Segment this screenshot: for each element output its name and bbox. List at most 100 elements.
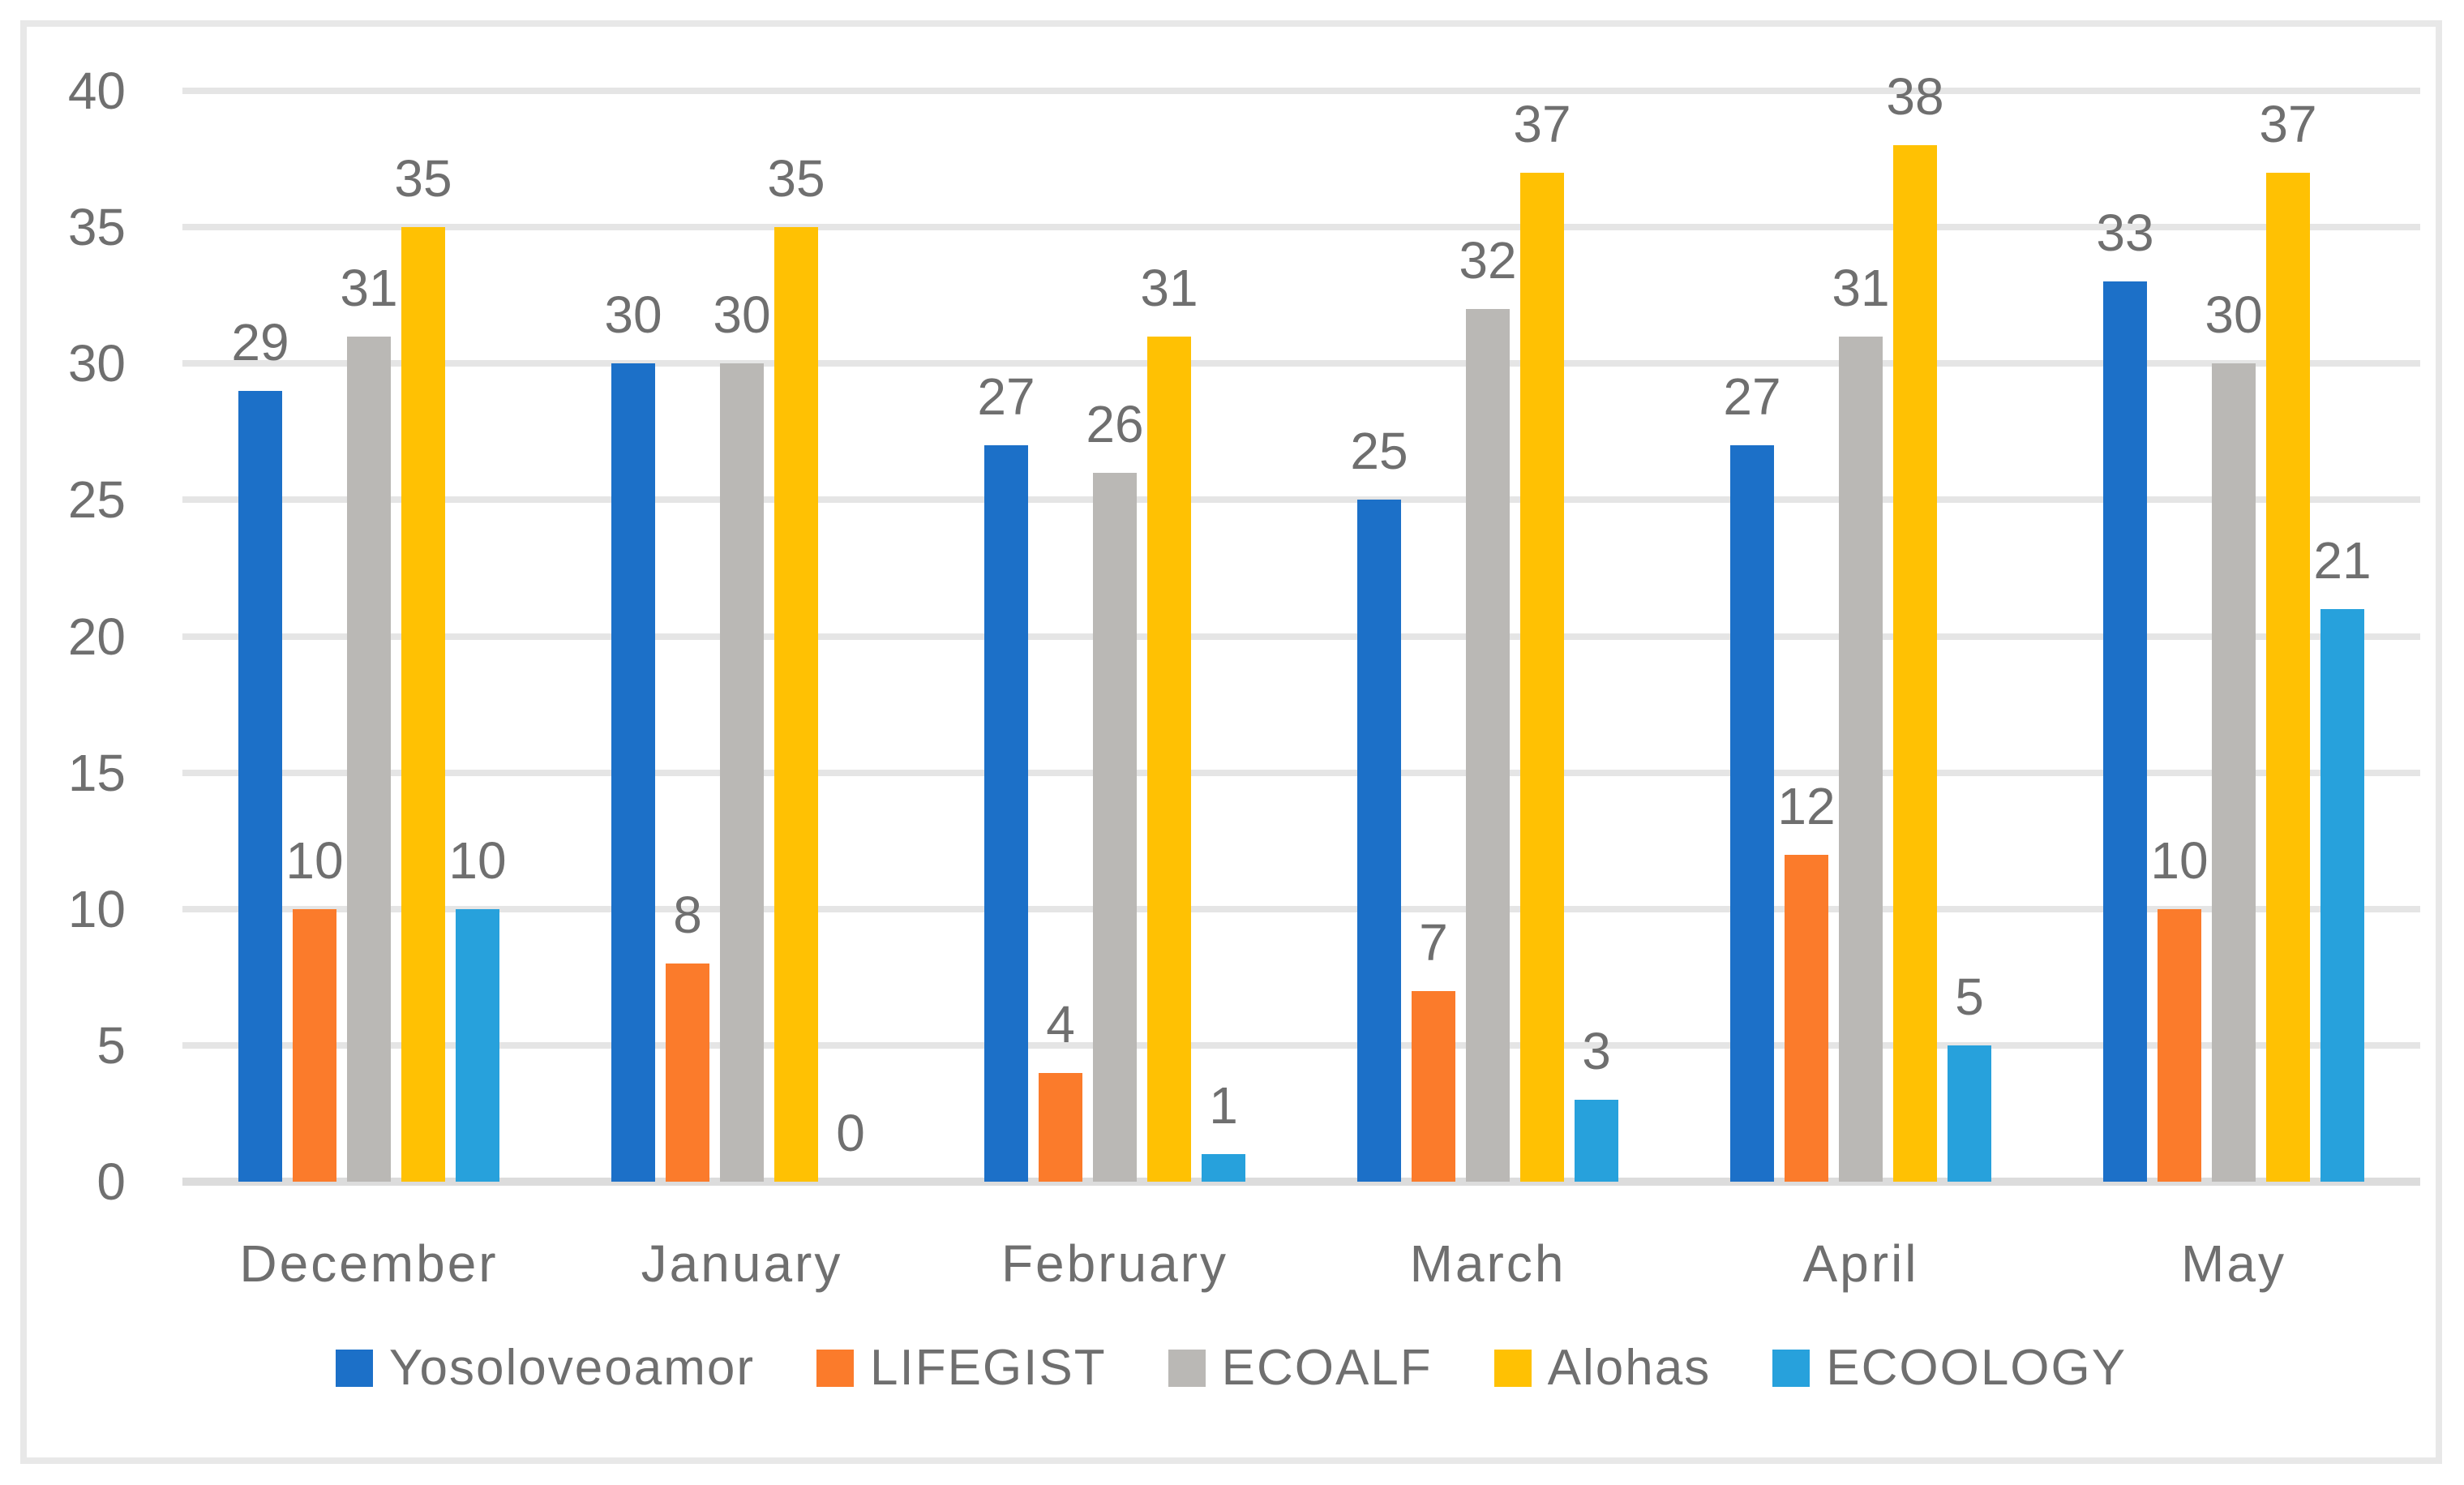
- bar-yosoloveoamor-february[interactable]: 27: [977, 371, 1035, 1182]
- legend-swatch-ecoology: [1772, 1349, 1811, 1387]
- legend-label-lifegist: LIFEGIST: [869, 1340, 1107, 1396]
- data-label-ecoalf-february: 26: [1086, 394, 1144, 453]
- x-label-march: March: [1409, 1234, 1566, 1293]
- x-axis-line: [182, 1178, 2420, 1186]
- bar-group-january: 30 8 30 35 0: [555, 91, 928, 1182]
- legend-label-yosoloveoamor: Yosoloveoamor: [388, 1340, 755, 1396]
- bar-alohas-february[interactable]: 31: [1140, 262, 1198, 1182]
- data-label-yosoloveoamor-february: 27: [977, 367, 1035, 427]
- data-label-lifegist-january: 8: [673, 886, 702, 944]
- plot-area: 29 10 31 35 10 30 8 30 35 0 27 4 26 31 1 25 7 32 37 3 27 12 31…: [182, 71, 2420, 1186]
- x-label-april: April: [1802, 1234, 1919, 1293]
- bar-ecoalf-february[interactable]: 26: [1086, 398, 1144, 1182]
- bar-alohas-march[interactable]: 37: [1513, 98, 1571, 1182]
- x-axis: December January February March April May: [182, 1234, 2420, 1294]
- data-label-alohas-may: 37: [2259, 94, 2317, 153]
- gridline-30: [182, 360, 2420, 367]
- data-label-ecoalf-march: 32: [1459, 231, 1517, 290]
- y-tick-label-20: 20: [67, 607, 126, 666]
- bar-group-march: 25 7 32 37 3: [1301, 91, 1674, 1182]
- y-tick-label-15: 15: [67, 743, 126, 802]
- bar-alohas-april[interactable]: 38: [1886, 71, 1944, 1182]
- bar-ecoalf-march[interactable]: 32: [1459, 234, 1517, 1182]
- bar-lifegist-december[interactable]: 10: [285, 835, 344, 1182]
- legend-item-ecoalf[interactable]: ECOALF: [1168, 1339, 1433, 1397]
- data-label-alohas-march: 37: [1513, 94, 1571, 153]
- data-label-ecoology-april: 5: [1955, 967, 1984, 1026]
- data-label-lifegist-april: 12: [1777, 776, 1836, 835]
- bar-lifegist-may[interactable]: 10: [2150, 835, 2209, 1182]
- bar-alohas-january[interactable]: 35: [767, 152, 825, 1182]
- data-label-lifegist-march: 7: [1419, 912, 1448, 972]
- legend-swatch-ecoalf: [1168, 1349, 1206, 1387]
- chart-frame: 0 5 10 15 20 25 30 35 40 29 10 31 35 10 30 8 30 35 0 27 4 26…: [20, 20, 2442, 1464]
- bar-ecoology-february[interactable]: 1: [1202, 1079, 1245, 1182]
- legend-item-lifegist[interactable]: LIFEGIST: [816, 1339, 1107, 1397]
- bar-ecoalf-january[interactable]: 30: [713, 289, 771, 1182]
- x-label-january: January: [641, 1234, 843, 1293]
- bar-ecoology-march[interactable]: 3: [1575, 1025, 1618, 1182]
- data-label-alohas-january: 35: [767, 149, 825, 208]
- bar-group-february: 27 4 26 31 1: [928, 91, 1301, 1182]
- bar-ecoalf-april[interactable]: 31: [1832, 262, 1890, 1182]
- legend-swatch-lifegist: [816, 1349, 854, 1387]
- y-tick-label-10: 10: [67, 879, 126, 938]
- data-label-lifegist-february: 4: [1046, 994, 1075, 1054]
- data-label-ecoalf-may: 30: [2205, 285, 2263, 345]
- bar-alohas-may[interactable]: 37: [2259, 98, 2317, 1182]
- y-axis: 0 5 10 15 20 25 30 35 40: [27, 65, 126, 1208]
- data-label-yosoloveoamor-may: 33: [2096, 204, 2154, 263]
- bar-yosoloveoamor-january[interactable]: 30: [604, 289, 662, 1182]
- bar-ecoology-april[interactable]: 5: [1948, 971, 1991, 1182]
- legend-swatch-alohas: [1493, 1349, 1532, 1387]
- bar-ecoalf-december[interactable]: 31: [340, 262, 398, 1182]
- bar-ecoology-december[interactable]: 10: [448, 835, 507, 1182]
- bar-alohas-december[interactable]: 35: [394, 152, 452, 1182]
- data-label-yosoloveoamor-april: 27: [1723, 367, 1781, 427]
- y-tick-label-0: 0: [96, 1152, 126, 1211]
- bar-lifegist-february[interactable]: 4: [1039, 998, 1082, 1182]
- data-label-ecoology-january: 0: [836, 1104, 865, 1162]
- x-label-february: February: [1001, 1234, 1229, 1293]
- y-tick-label-40: 40: [67, 62, 126, 120]
- y-tick-label-30: 30: [67, 334, 126, 393]
- bar-lifegist-january[interactable]: 8: [666, 889, 709, 1182]
- legend-item-alohas[interactable]: Alohas: [1493, 1339, 1712, 1397]
- y-tick-label-25: 25: [67, 470, 126, 530]
- bar-yosoloveoamor-march[interactable]: 25: [1350, 425, 1408, 1182]
- gridline-25: [182, 496, 2420, 504]
- legend-label-alohas: Alohas: [1547, 1340, 1712, 1396]
- bar-yosoloveoamor-may[interactable]: 33: [2096, 207, 2154, 1182]
- bar-yosoloveoamor-april[interactable]: 27: [1723, 371, 1781, 1182]
- data-label-ecoology-december: 10: [448, 830, 507, 890]
- data-label-yosoloveoamor-december: 29: [231, 312, 289, 371]
- x-label-may: May: [2181, 1234, 2286, 1293]
- gridline-35: [182, 224, 2420, 231]
- data-label-yosoloveoamor-january: 30: [604, 285, 662, 345]
- gridline-40: [182, 88, 2420, 94]
- bar-ecoalf-may[interactable]: 30: [2205, 289, 2263, 1182]
- data-label-alohas-december: 35: [394, 149, 452, 208]
- bar-lifegist-april[interactable]: 12: [1777, 780, 1836, 1182]
- bar-lifegist-march[interactable]: 7: [1412, 916, 1455, 1182]
- data-label-lifegist-december: 10: [285, 830, 344, 890]
- legend-swatch-yosoloveoamor: [335, 1349, 373, 1387]
- bar-ecoology-may[interactable]: 21: [2313, 534, 2372, 1182]
- data-label-yosoloveoamor-march: 25: [1350, 422, 1408, 481]
- data-label-ecoalf-december: 31: [340, 258, 398, 317]
- data-label-ecoology-may: 21: [2313, 530, 2372, 590]
- legend-label-ecoology: ECOOLOGY: [1826, 1340, 2128, 1396]
- bar-yosoloveoamor-december[interactable]: 29: [231, 316, 289, 1182]
- legend: Yosoloveoamor LIFEGIST ECOALF Alohas ECOOLOG…: [27, 1339, 2436, 1397]
- data-label-ecoology-march: 3: [1582, 1022, 1611, 1081]
- x-label-december: December: [239, 1234, 499, 1293]
- gridline-20: [182, 633, 2420, 640]
- data-label-ecoology-february: 1: [1209, 1076, 1238, 1135]
- bar-group-december: 29 10 31 35 10: [182, 91, 555, 1182]
- legend-item-ecoology[interactable]: ECOOLOGY: [1772, 1339, 2127, 1397]
- gridline-10: [182, 905, 2420, 912]
- data-label-ecoalf-january: 30: [713, 285, 771, 345]
- data-label-alohas-april: 38: [1886, 67, 1944, 127]
- legend-item-yosoloveoamor[interactable]: Yosoloveoamor: [335, 1339, 755, 1397]
- gridline-15: [182, 769, 2420, 776]
